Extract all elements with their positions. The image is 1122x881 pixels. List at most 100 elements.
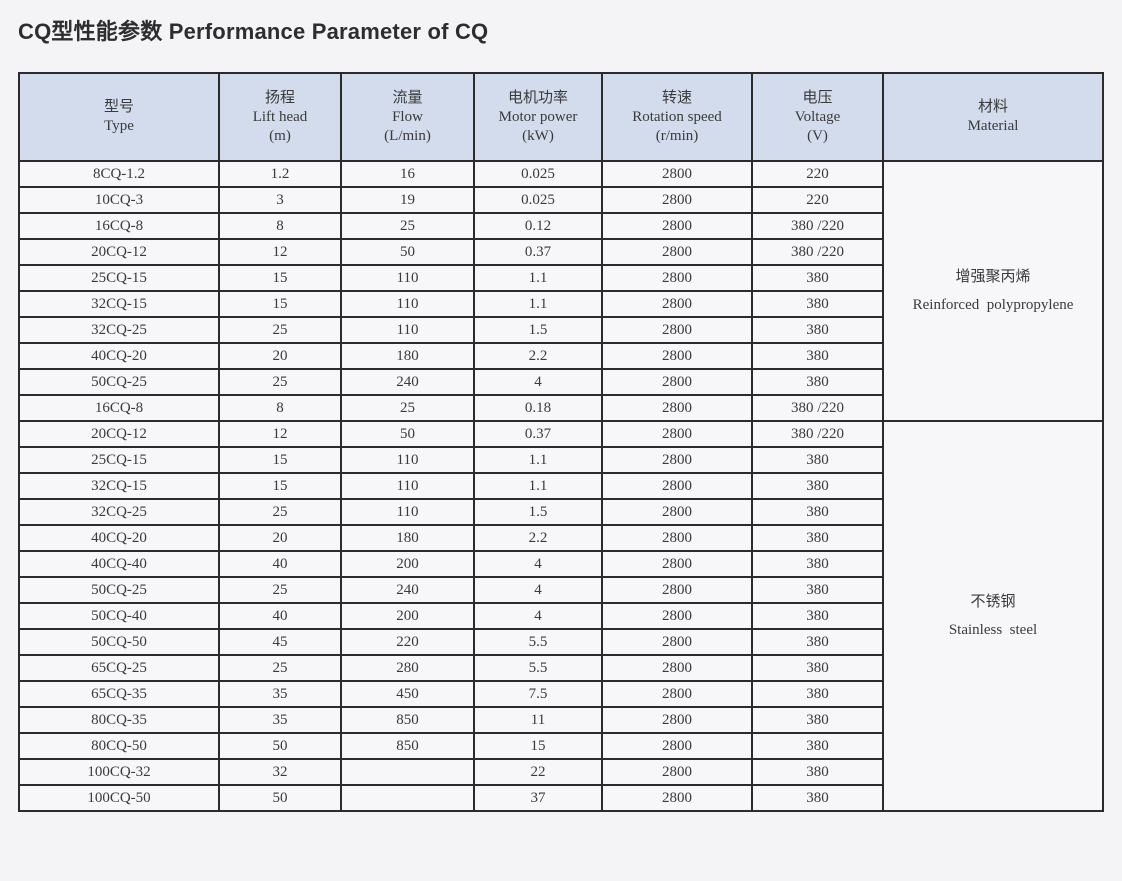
header-rotation-speed: 转速 Rotation speed (r/min)	[601, 72, 753, 162]
cell-rotation-speed: 2800	[601, 628, 753, 656]
cell-rotation-speed: 2800	[601, 420, 753, 448]
cell-motor-power: 0.12	[473, 212, 603, 240]
table-row: 40CQ-20 20 180 2.2 2800 380	[18, 524, 1103, 552]
cell-motor-power: 7.5	[473, 680, 603, 708]
cell-flow: 180	[340, 524, 475, 552]
cell-type: 8CQ-1.2	[18, 160, 220, 188]
cell-voltage: 380	[751, 342, 884, 370]
header-zh: 电机功率	[507, 89, 568, 106]
material-zh: 不锈钢	[970, 594, 1016, 610]
table-row: 65CQ-35 35 450 7.5 2800 380	[18, 680, 1103, 708]
cell-rotation-speed: 2800	[601, 264, 753, 292]
material-cell: 不锈钢 Stainless steel	[882, 420, 1104, 812]
cell-voltage: 380 /220	[751, 238, 884, 266]
cell-motor-power: 0.18	[473, 394, 603, 422]
material-zh: 增强聚丙烯	[955, 269, 1031, 285]
table-body: 8CQ-1.2 1.2 16 0.025 2800 220 增强聚丙烯 Reinforced …	[18, 160, 1104, 812]
table-row: 10CQ-3 3 19 0.025 2800 220	[18, 186, 1103, 214]
cell-lift-head: 12	[218, 238, 342, 266]
cell-motor-power: 0.37	[473, 420, 603, 448]
cell-type: 50CQ-40	[18, 602, 220, 630]
cell-type: 10CQ-3	[18, 186, 220, 214]
cell-type: 32CQ-15	[18, 472, 220, 500]
cell-lift-head: 50	[218, 784, 342, 812]
cell-voltage: 380	[751, 264, 884, 292]
cell-rotation-speed: 2800	[601, 602, 753, 630]
cell-flow: 200	[340, 550, 475, 578]
cell-rotation-speed: 2800	[601, 186, 753, 214]
performance-table: 型号 Type 扬程 Lift head (m) 流量 Flow (L/min)…	[18, 72, 1104, 812]
header-type: 型号 Type	[18, 72, 220, 162]
cell-motor-power: 0.025	[473, 186, 603, 214]
cell-lift-head: 15	[218, 472, 342, 500]
cell-lift-head: 35	[218, 706, 342, 734]
cell-flow: 110	[340, 264, 475, 292]
header-zh: 材料	[977, 99, 1008, 115]
cell-flow: 110	[340, 498, 475, 526]
cell-type: 50CQ-50	[18, 628, 220, 656]
cell-rotation-speed: 2800	[601, 732, 753, 760]
cell-lift-head: 35	[218, 680, 342, 708]
cell-voltage: 380	[751, 550, 884, 578]
cell-flow: 50	[340, 420, 475, 448]
header-zh: 流量	[392, 89, 423, 106]
header-en: Type	[104, 118, 134, 134]
cell-motor-power: 1.1	[473, 290, 603, 318]
table-row: 40CQ-20 20 180 2.2 2800 380	[18, 342, 1103, 370]
cell-flow: 110	[340, 316, 475, 344]
cell-type: 100CQ-32	[18, 758, 220, 786]
cell-voltage: 380 /220	[751, 420, 884, 448]
cell-type: 40CQ-40	[18, 550, 220, 578]
cell-flow: 200	[340, 602, 475, 630]
header-unit: (r/min)	[655, 127, 699, 144]
cell-voltage: 380	[751, 472, 884, 500]
cell-motor-power: 2.2	[473, 524, 603, 552]
cell-type: 32CQ-25	[18, 498, 220, 526]
table-row: 32CQ-25 25 110 1.5 2800 380	[18, 316, 1103, 344]
header-unit: (L/min)	[384, 127, 431, 144]
cell-lift-head: 12	[218, 420, 342, 448]
cell-flow	[340, 784, 475, 812]
cell-voltage: 380	[751, 446, 884, 474]
cell-lift-head: 50	[218, 732, 342, 760]
table-row: 50CQ-25 25 240 4 2800 380	[18, 576, 1103, 604]
cell-motor-power: 1.1	[473, 446, 603, 474]
cell-type: 20CQ-12	[18, 420, 220, 448]
header-en: Flow	[392, 108, 423, 125]
header-material: 材料 Material	[882, 72, 1104, 162]
cell-rotation-speed: 2800	[601, 550, 753, 578]
header-row: 型号 Type 扬程 Lift head (m) 流量 Flow (L/min)…	[18, 72, 1104, 162]
cell-flow: 16	[340, 160, 475, 188]
cell-type: 40CQ-20	[18, 524, 220, 552]
cell-motor-power: 0.025	[473, 160, 603, 188]
cell-type: 25CQ-15	[18, 446, 220, 474]
header-en: Voltage	[794, 108, 841, 125]
cell-lift-head: 25	[218, 316, 342, 344]
header-en: Lift head	[252, 108, 308, 125]
table-row: 50CQ-40 40 200 4 2800 380	[18, 602, 1103, 630]
cell-voltage: 380	[751, 628, 884, 656]
cell-rotation-speed: 2800	[601, 394, 753, 422]
header-zh: 电压	[802, 89, 833, 106]
cell-motor-power: 4	[473, 602, 603, 630]
cell-type: 16CQ-8	[18, 212, 220, 240]
cell-motor-power: 1.1	[473, 472, 603, 500]
header-en: Material	[967, 118, 1019, 134]
table-row: 32CQ-15 15 110 1.1 2800 380	[18, 472, 1103, 500]
cell-type: 50CQ-25	[18, 368, 220, 396]
cell-flow: 19	[340, 186, 475, 214]
cell-lift-head: 25	[218, 576, 342, 604]
cell-type: 32CQ-25	[18, 316, 220, 344]
cell-motor-power: 15	[473, 732, 603, 760]
cell-rotation-speed: 2800	[601, 524, 753, 552]
cell-lift-head: 40	[218, 550, 342, 578]
table-row: 80CQ-35 35 850 11 2800 380	[18, 706, 1103, 734]
cell-lift-head: 45	[218, 628, 342, 656]
cell-type: 25CQ-15	[18, 264, 220, 292]
cell-motor-power: 5.5	[473, 628, 603, 656]
cell-lift-head: 8	[218, 212, 342, 240]
cell-voltage: 380	[751, 758, 884, 786]
cell-lift-head: 25	[218, 368, 342, 396]
cell-voltage: 380	[751, 602, 884, 630]
cell-rotation-speed: 2800	[601, 160, 753, 188]
